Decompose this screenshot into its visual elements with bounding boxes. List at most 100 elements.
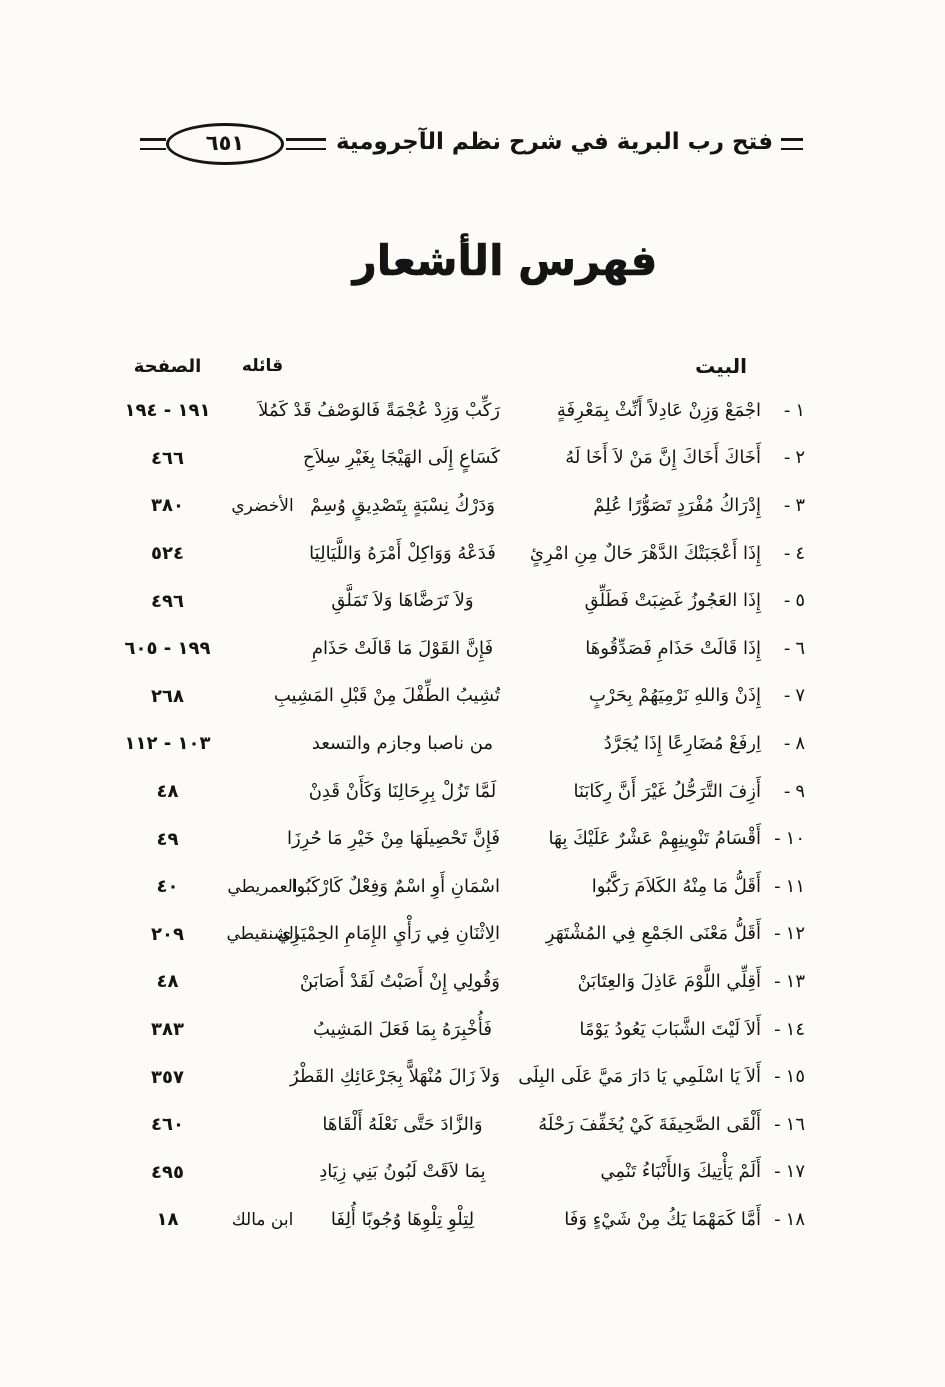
verse-number-group: ١٥ - <box>761 1066 805 1087</box>
verse-number: ٦ <box>795 637 805 659</box>
verse-hemistich-1: أَقْسَامُ تَنْوِينِهِمْ عَشْرٌ عَلَيْكَ … <box>548 828 762 850</box>
verse-cell: ١٢ - أَقَلُّ مَعْنَى الجَمْعِ فِي المُشْ… <box>500 915 805 953</box>
verse-number-dash: - <box>783 399 791 421</box>
table-row: ٧ - إِذَنْ وَاللهِ نَرْمِيَهُمْ بِحَرْبٍ… <box>115 673 805 721</box>
page-number: ٦٥١ <box>205 131 245 155</box>
verse-number-group: ٧ - <box>761 685 805 706</box>
verse-hemistich-2: لِتِلْوِ تِلْوِهَا وُجُوبًا أُلِفَا <box>330 1208 475 1230</box>
verse-page: ٤٦٠ <box>151 1114 184 1136</box>
verse-number-dash: - <box>783 637 791 659</box>
poems-index-table: البيت قائله الصفحة ١ - اجْمَعْ وَزِنْ عَ… <box>115 345 805 1244</box>
verse-hemistich-2: اسْمَانِ أَوِ اسْمٌ وَفِعْلٌ كَارْكَبُوا <box>291 875 501 897</box>
verse-number: ٥ <box>795 590 805 612</box>
verse-number-group: ١٧ - <box>761 1161 805 1182</box>
verse-page: ١٠٣ - ١١٢ <box>124 733 211 755</box>
header-line-left <box>140 138 166 150</box>
verse-hemistich-2: تُشِيبُ الطِّفْلَ مِنْ قَبْلِ المَشِيبِ <box>273 685 501 707</box>
verse-hemistich-2: كَسَاعٍ إِلَى الهَيْجَا بِغَيْرِ سِلاَحِ <box>302 447 500 469</box>
verse-number: ٨ <box>795 733 805 755</box>
verse-page: ٤٩ <box>156 828 179 850</box>
verse-page: ٢٠٩ <box>151 923 184 945</box>
verse-number: ١١ <box>785 875 805 897</box>
verse-hemistich-1: إِذَنْ وَاللهِ نَرْمِيَهُمْ بِحَرْبٍ <box>589 685 761 707</box>
verse-page: ٤٠ <box>156 876 179 898</box>
verse-page: ٣٨٣ <box>151 1019 184 1041</box>
verse-cell: ١٠ - أَقْسَامُ تَنْوِينِهِمْ عَشْرٌ عَلَ… <box>500 820 805 858</box>
verse-cell: ١٧ - أَلَمْ يَأْتِيكَ وَالأَنْبَاءُ تَنْ… <box>500 1153 805 1191</box>
header-line-right <box>781 138 803 150</box>
verse-hemistich-1: أَخَاكَ أَخَاكَ إِنَّ مَنْ لاَ أَخَا لَه… <box>565 447 761 469</box>
page-number-oval: ٦٥١ <box>166 123 284 165</box>
verse-author: الأخضري <box>231 495 294 516</box>
verse-number-group: ١٨ - <box>761 1209 805 1230</box>
verse-number: ١٤ <box>785 1018 805 1040</box>
verse-number-dash: - <box>783 590 791 612</box>
verse-cell: ٦ - إِذَا قَالَتْ حَذَامِ فَصَدِّقُوهَا <box>500 630 805 668</box>
verse-number-group: ١٢ - <box>761 923 805 944</box>
verse-number-dash: - <box>783 542 791 564</box>
verse-page: ٣٥٧ <box>151 1066 184 1088</box>
verse-hemistich-2: من ناصبا وجازم والتسعد <box>311 733 494 755</box>
verse-number-group: ٣ - <box>761 495 805 516</box>
verse-number: ١٢ <box>785 923 805 945</box>
verse-number: ٤ <box>795 542 805 564</box>
verse-hemistich-2: وَقُولِي إِنْ أَصَبْتُ لَقَدْ أَصَابَنْ <box>299 971 501 993</box>
verse-cell: ٤ - إِذَا أَعْجَبَتْكَ الدَّهْرَ حَالٌ م… <box>500 535 805 573</box>
verse-page: ٤٨ <box>156 781 179 803</box>
table-row: ١٣ - أَقِلِّي اللَّوْمَ عَاذِلَ وَالعِتَ… <box>115 958 806 1006</box>
verse-number: ٧ <box>795 685 805 707</box>
verse-number-group: ١ - <box>761 400 805 421</box>
verse-hemistich-2: وَلاَ تَرَضَّاهَا وَلاَ تَمَلَّقِ <box>331 590 474 612</box>
verse-number-group: ٥ - <box>761 590 805 611</box>
verse-page: ٤٨ <box>156 971 179 993</box>
verse-page: ١٩١ - ١٩٤ <box>124 400 211 422</box>
verse-number-dash: - <box>774 971 781 993</box>
verse-hemistich-1: إِذَا العَجُوزُ غَضِبَتْ فَطَلِّقِ <box>584 590 762 612</box>
verse-cell: ٥ - إِذَا العَجُوزُ غَضِبَتْ فَطَلِّقِ <box>500 582 805 620</box>
verse-number-dash: - <box>783 495 791 517</box>
verse-number: ١٦ <box>785 1113 805 1135</box>
verse-hemistich-2: فَأُخْبِرَهُ بِمَا فَعَلَ المَشِيبُ <box>312 1018 493 1040</box>
verse-hemistich-2: فَإِنَّ القَوْلَ مَا قَالَتْ حَذَامِ <box>311 637 494 659</box>
verse-number-group: ٦ - <box>761 638 805 659</box>
book-title: فتح رب البرية في شرح نظم الآجرومية <box>335 129 774 155</box>
table-row: ١٦ - أَلْقَى الصَّحِيفَةَ كَيْ يُخَفِّفَ… <box>115 1101 805 1149</box>
table-row: ١٧ - أَلَمْ يَأْتِيكَ وَالأَنْبَاءُ تَنْ… <box>115 1149 805 1197</box>
table-row: ٨ - اِرفَعْ مُضَارِعًا إِذَا يُجَرَّدُ م… <box>115 720 805 768</box>
verse-hemistich-1: أَلْقَى الصَّحِيفَةَ كَيْ يُخَفِّفَ رَحْ… <box>538 1113 761 1135</box>
verse-page: ١٩٩ - ٦٠٥ <box>124 638 211 660</box>
verse-cell: ١٦ - أَلْقَى الصَّحِيفَةَ كَيْ يُخَفِّفَ… <box>500 1106 805 1144</box>
verse-hemistich-2: لَمَّا تَزُلْ بِرِحَالِنَا وَكَأَنْ قَدِ… <box>308 780 497 802</box>
verse-author: الشنقيطي <box>226 924 299 945</box>
running-head: فتح رب البرية في شرح نظم الآجرومية ٦٥١ <box>140 123 803 165</box>
verse-number-dash: - <box>783 780 791 802</box>
verse-hemistich-1: اجْمَعْ وَزِنْ عَادِلاً أَنِّثْ بِمَعْرِ… <box>556 399 761 421</box>
verse-page: ٤٩٦ <box>151 590 184 612</box>
verse-hemistich-1: أَلَمْ يَأْتِيكَ وَالأَنْبَاءُ تَنْمِي <box>600 1161 761 1183</box>
verse-number-group: ١٠ - <box>761 828 805 849</box>
verse-hemistich-2: بِمَا لاَقَتْ لَبُونُ بَنِي زِيَادِ <box>319 1161 486 1183</box>
verse-number-group: ٨ - <box>761 733 805 754</box>
table-row: ١٤ - أَلاَ لَيْتَ الشَّبَابَ يَعُودُ يَو… <box>115 1006 805 1054</box>
verse-cell: ٣ - إِدْرَاكُ مُفْرَدٍ تَصَوُّرًا عُلِمْ <box>500 487 805 525</box>
table-row: ٥ - إِذَا العَجُوزُ غَضِبَتْ فَطَلِّقِ و… <box>115 577 805 625</box>
verse-number-dash: - <box>774 1018 781 1040</box>
verse-cell: ١٥ - أَلاَ يَا اسْلَمِي يَا دَارَ مَيَّ … <box>500 1058 805 1096</box>
verse-number: ١ <box>795 399 805 421</box>
verse-cell: ١ - اجْمَعْ وَزِنْ عَادِلاً أَنِّثْ بِمَ… <box>500 392 805 430</box>
table-row: ١١ - أَقَلُّ مَا مِنْهُ الكَلاَمَ رَكَّب… <box>115 863 806 911</box>
verse-number: ١٨ <box>785 1208 805 1230</box>
verse-hemistich-1: إِذَا أَعْجَبَتْكَ الدَّهْرَ حَالٌ مِنِ … <box>529 542 761 564</box>
verse-hemistich-1: أَلاَ يَا اسْلَمِي يَا دَارَ مَيَّ عَلَى… <box>518 1066 761 1088</box>
verse-page: ٥٢٤ <box>151 543 184 565</box>
verse-number: ١٠ <box>785 828 805 850</box>
verse-number: ١٣ <box>785 971 805 993</box>
verse-cell: ١١ - أَقَلُّ مَا مِنْهُ الكَلاَمَ رَكَّب… <box>500 868 805 906</box>
verse-number-group: ١٣ - <box>761 971 805 992</box>
verse-number-dash: - <box>774 923 781 945</box>
verse-hemistich-2: فَدَعْهُ وَوَاكِلْ أَمْرَهُ وَاللَّيَالِ… <box>309 542 496 564</box>
verse-author: العمريطي <box>227 876 298 897</box>
verse-number-dash: - <box>783 685 791 707</box>
table-row: ١ - اجْمَعْ وَزِنْ عَادِلاً أَنِّثْ بِمَ… <box>115 387 805 435</box>
